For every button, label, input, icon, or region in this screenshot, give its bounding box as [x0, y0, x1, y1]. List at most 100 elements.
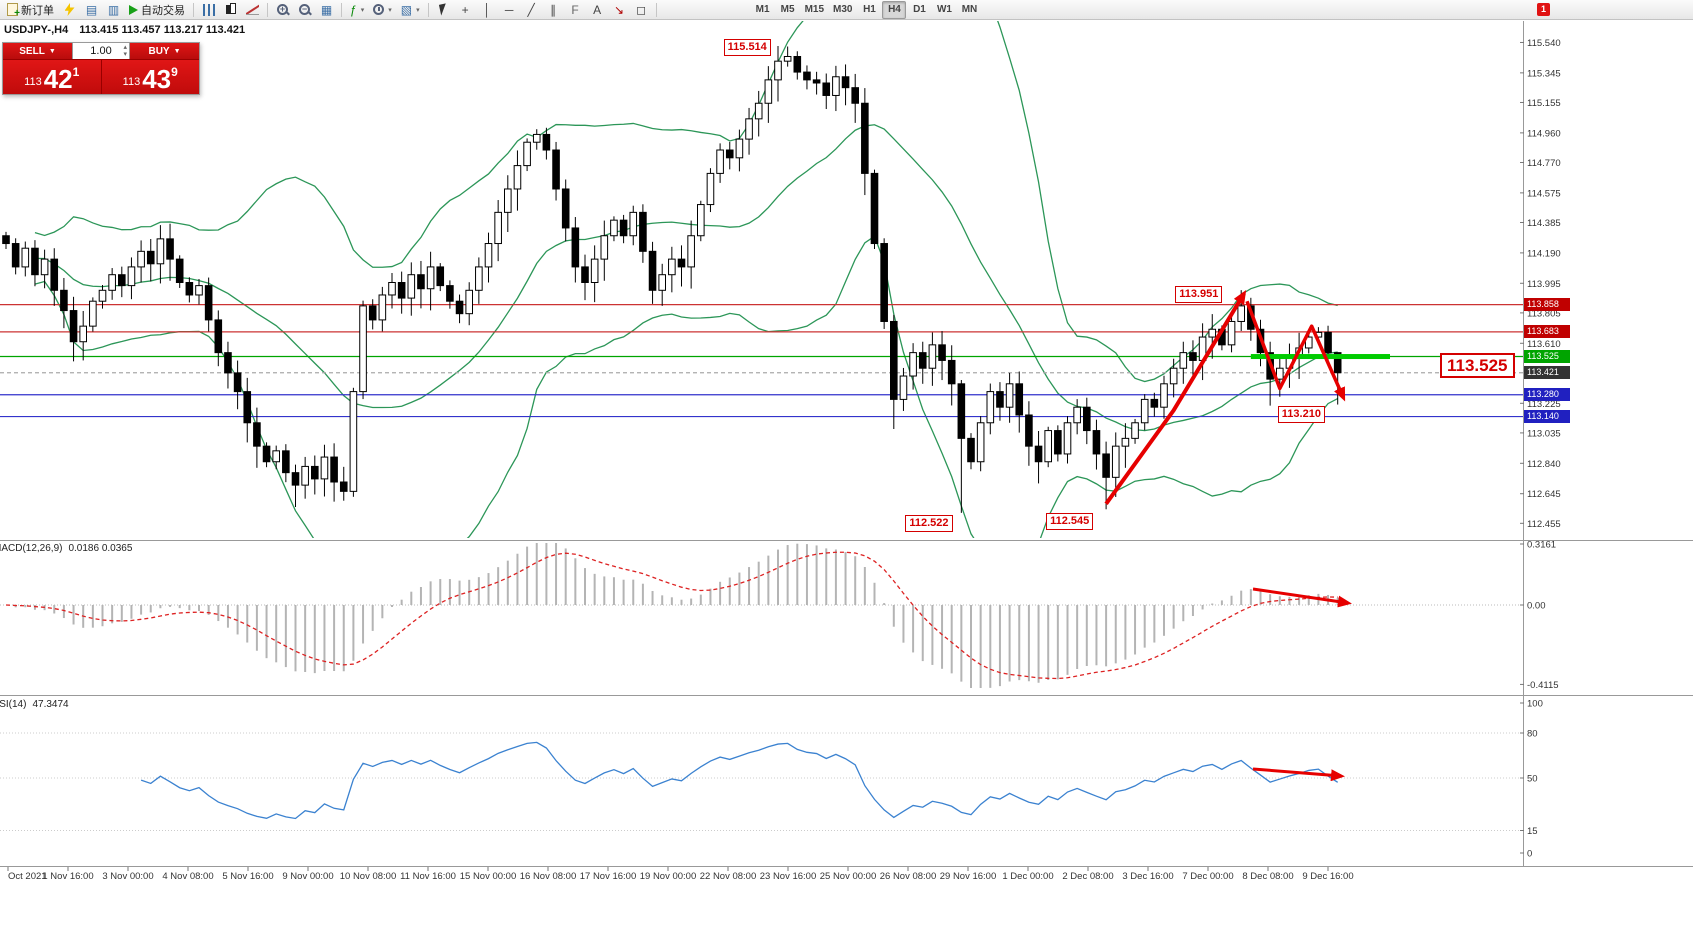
channel-icon: ∥: [550, 2, 557, 17]
sell-price-button[interactable]: 113 42 1: [3, 60, 102, 94]
shapes-button[interactable]: ◻: [631, 1, 652, 19]
fibonacci-icon: F: [571, 2, 579, 17]
timeframe-h1[interactable]: H1: [863, 4, 876, 15]
zoom-in-button[interactable]: [272, 1, 293, 19]
indicators-button[interactable]: ƒ ▾: [346, 1, 368, 19]
svg-text:114.575: 114.575: [1527, 188, 1561, 199]
svg-text:5 Nov 16:00: 5 Nov 16:00: [222, 871, 273, 882]
svg-text:15 Nov 00:00: 15 Nov 00:00: [460, 871, 517, 882]
svg-text:0.00: 0.00: [1527, 601, 1546, 612]
green-zone-highlight: [1250, 354, 1390, 360]
volume-spinner[interactable]: ▴ ▾: [123, 44, 127, 58]
periods-button[interactable]: ▾: [369, 1, 396, 19]
trendline-button[interactable]: ╱: [521, 1, 542, 19]
templates-button[interactable]: ▧ ▾: [397, 1, 424, 19]
text-button[interactable]: A: [587, 1, 608, 19]
auto-trading-button[interactable]: 自动交易: [125, 1, 189, 19]
toolbar-separator: [427, 2, 429, 17]
svg-text:115.540: 115.540: [1527, 38, 1561, 49]
svg-text:114.770: 114.770: [1527, 158, 1561, 169]
strategy-button[interactable]: ▥: [103, 1, 124, 19]
shapes-icon: ◻: [636, 2, 647, 17]
timeframe-m1[interactable]: M1: [755, 4, 770, 15]
notification-badge[interactable]: 1: [1537, 3, 1550, 16]
channel-button[interactable]: ∥: [543, 1, 564, 19]
svg-text:115.155: 115.155: [1527, 98, 1561, 109]
text-icon: A: [593, 2, 602, 17]
buy-price-button[interactable]: 113 43 9: [101, 60, 199, 94]
charts-lightning-button[interactable]: [59, 1, 80, 19]
svg-text:1 Nov 16:00: 1 Nov 16:00: [42, 871, 93, 882]
line-chart-button[interactable]: [242, 1, 263, 19]
buy-price-sup: 9: [171, 65, 178, 79]
crosshair-button[interactable]: +: [455, 1, 476, 19]
svg-text:112.645: 112.645: [1527, 489, 1561, 500]
trend-arrows-layer: [1104, 289, 1346, 505]
sell-price-sup: 1: [72, 65, 80, 79]
svg-text:25 Nov 00:00: 25 Nov 00:00: [820, 871, 877, 882]
vertical-line-button[interactable]: │: [477, 1, 498, 19]
horizontal-line-button[interactable]: ─: [499, 1, 520, 19]
timeframe-m15[interactable]: M15: [804, 4, 825, 15]
macd-values: 0.0186 0.0365: [68, 543, 133, 554]
timeframe-m30[interactable]: M30: [833, 4, 853, 15]
toolbar: 新订单▤▥自动交易▦ƒ▾▾▧▾+│─╱∥FA↘◻M1M5M15M30H1H4D1…: [0, 0, 1693, 20]
arrows-button[interactable]: ↘: [609, 1, 630, 19]
toolbar-separator: [267, 2, 268, 17]
spinner-down-icon[interactable]: ▾: [123, 51, 127, 58]
svg-text:113.610: 113.610: [1527, 339, 1561, 350]
strategy-icon: ▥: [107, 2, 120, 17]
volume-value: 1.00: [90, 45, 112, 57]
horizontal-line-icon: ─: [504, 2, 514, 17]
new-order-button-label: 新订单: [21, 4, 54, 17]
ohlc-header: USDJPY-,H4 113.415 113.457 113.217 113.4…: [4, 24, 245, 36]
svg-text:2 Dec 08:00: 2 Dec 08:00: [1062, 871, 1113, 882]
svg-text:114.960: 114.960: [1527, 128, 1561, 139]
timeframe-m5[interactable]: M5: [780, 4, 795, 15]
tile-windows-button[interactable]: ▦: [316, 1, 337, 19]
chevron-down-icon: ▾: [360, 6, 365, 14]
timeframe-d1[interactable]: D1: [913, 4, 926, 15]
candles-layer: [2, 46, 1342, 513]
market-depth-button[interactable]: ▤: [81, 1, 102, 19]
svg-text:0: 0: [1527, 849, 1532, 860]
cursor-button[interactable]: [433, 1, 454, 19]
svg-text:7 Dec 00:00: 7 Dec 00:00: [1182, 871, 1233, 882]
macd-label: MACD(12,26,9) 0.0186 0.0365: [0, 543, 132, 554]
timeframe-h4[interactable]: H4: [882, 0, 907, 19]
rsi-layer: [0, 732, 1523, 831]
toolbar-separator: [193, 2, 194, 17]
sell-button[interactable]: SELL ▼: [3, 43, 72, 59]
chevron-down-icon: ▾: [416, 6, 420, 14]
zoom-out-button[interactable]: [294, 1, 315, 19]
bar-chart-button[interactable]: [198, 1, 219, 19]
chevron-down-icon: ▼: [173, 47, 181, 55]
candlestick-chart-button[interactable]: [220, 1, 241, 19]
buy-button[interactable]: BUY ▼: [130, 43, 199, 59]
svg-text:22 Nov 08:00: 22 Nov 08:00: [700, 871, 757, 882]
buy-label: BUY: [148, 45, 170, 57]
svg-text:9 Nov 00:00: 9 Nov 00:00: [282, 871, 333, 882]
market-depth-icon: ▤: [85, 2, 98, 17]
fibonacci-button[interactable]: F: [565, 1, 586, 19]
svg-text:26 Nov 08:00: 26 Nov 08:00: [880, 871, 937, 882]
rsi-label: RSI(14) 47.3474: [0, 699, 69, 710]
volume-input[interactable]: 1.00 ▴ ▾: [72, 43, 130, 59]
rsi-value: 47.3474: [32, 699, 69, 710]
svg-text:0.3161: 0.3161: [1527, 539, 1556, 550]
svg-text:113.805: 113.805: [1527, 308, 1561, 319]
sell-label: SELL: [19, 45, 45, 57]
spinner-up-icon[interactable]: ▴: [123, 44, 127, 51]
lightning-icon: [64, 3, 75, 16]
svg-text:19 Nov 00:00: 19 Nov 00:00: [640, 871, 697, 882]
svg-text:15: 15: [1527, 826, 1538, 837]
macd-layer: [0, 543, 1523, 688]
timeframe-w1[interactable]: W1: [936, 4, 952, 15]
new-order-button[interactable]: 新订单: [3, 1, 58, 19]
zoomout-icon: [299, 4, 310, 15]
buy-price-main: 113: [122, 76, 141, 88]
svg-text:114.190: 114.190: [1527, 248, 1561, 259]
timeframe-mn[interactable]: MN: [961, 4, 978, 15]
svg-text:50: 50: [1527, 774, 1538, 785]
